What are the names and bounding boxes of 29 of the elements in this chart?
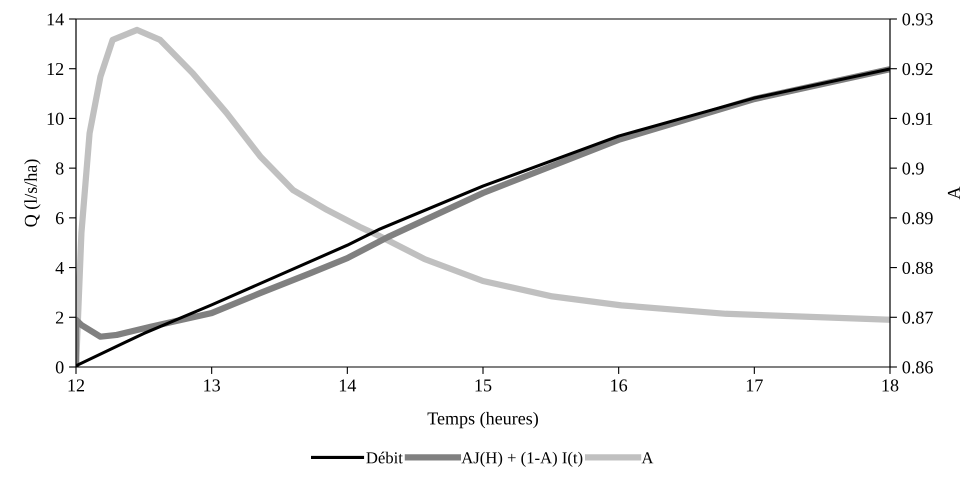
- y-tick-label: 8: [56, 162, 64, 175]
- x-tick-label: 14: [340, 379, 356, 392]
- y2-tick-label: 0.87: [902, 312, 933, 324]
- x-tick-label: 16: [611, 379, 628, 392]
- y-tick-label: 0: [56, 361, 64, 374]
- y2-tick-label: 0.88: [902, 262, 933, 274]
- y2-tick-label: 0.92: [902, 62, 932, 76]
- x-tick-label: 15: [476, 379, 492, 392]
- y2-tick-label: 0.93: [902, 13, 933, 26]
- x-axis-title: Temps (heures): [428, 412, 538, 428]
- y-tick-label: 6: [56, 212, 64, 224]
- x-tick-label: 12: [68, 379, 84, 392]
- y2-axis-title: A: [948, 186, 960, 200]
- y2-tick-label: 0.86: [902, 361, 933, 374]
- x-tick-label: 13: [204, 379, 220, 392]
- y-axis-title: Q (l/s/ha): [24, 159, 41, 227]
- x-tick-label: 17: [746, 379, 763, 392]
- legend-label: A: [642, 452, 654, 464]
- y-tick-label: 10: [48, 112, 64, 125]
- x-tick-label: 18: [882, 379, 898, 392]
- y2-tick-label: 0.91: [902, 112, 932, 125]
- y2-tick-label: 0.9: [902, 162, 924, 175]
- y-tick-label: 14: [48, 13, 64, 26]
- y-tick-label: 12: [48, 63, 64, 75]
- y-tick-label: 2: [56, 312, 64, 324]
- legend-label: AJ(H) + (1-A) I(t): [461, 452, 582, 467]
- y2-tick-label: 0.89: [902, 212, 933, 224]
- legend-label: Débit: [366, 452, 403, 464]
- y-tick-label: 4: [56, 262, 64, 274]
